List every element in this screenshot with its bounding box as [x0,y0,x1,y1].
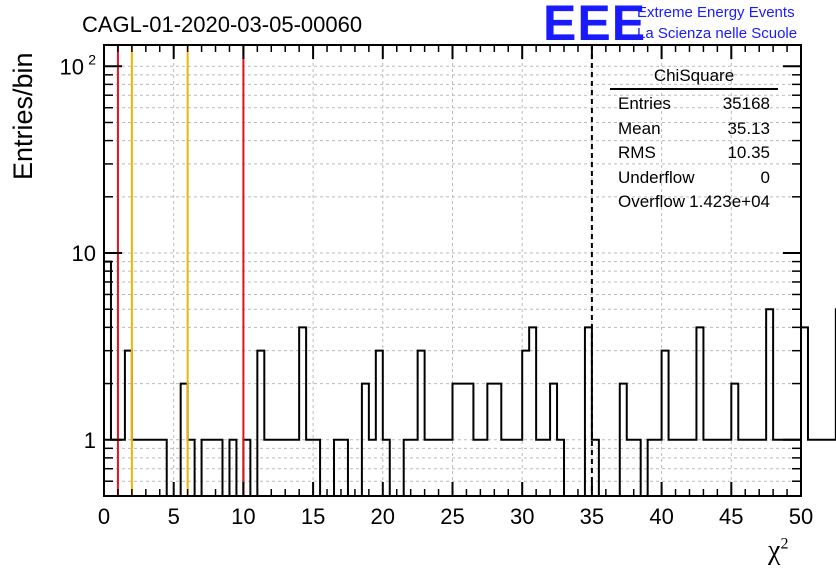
x-tick-label: 45 [719,504,743,529]
logo-text-line1: Extreme Energy Events [637,4,795,21]
y-tick-label: 10 [72,241,96,266]
x-tick-label: 20 [371,504,395,529]
x-tick-label: 15 [301,504,325,529]
stat-row-entries: Entries 35168 [610,94,778,119]
stats-title: ChiSquare [610,66,778,90]
stats-box: ChiSquare Entries 35168 Mean 35.13 RMS 1… [610,66,778,217]
stat-value: 35.13 [727,118,770,138]
x-tick-label: 50 [789,504,813,529]
chart-title: CAGL-01-2020-03-05-00060 [82,12,363,37]
stat-value: 10.35 [727,143,770,162]
stat-key: Overflow [618,192,686,211]
x-axis-label-text: χ [768,535,781,566]
stat-row-overflow: Overflow 1.423e+04 [610,192,778,217]
x-tick-label: 0 [98,504,110,529]
histogram-line [104,260,836,497]
stat-key: Mean [618,118,661,138]
y-tick-label-sup: 2 [88,51,96,67]
x-tick-label: 5 [168,504,180,529]
stat-key: RMS [618,143,656,162]
x-tick-label: 10 [231,504,255,529]
x-tick-label: 25 [440,504,464,529]
logo-text-line2: La Scienza nelle Scuole [637,25,798,42]
y-tick-label: 10 [60,54,84,79]
stat-value: 0 [760,167,770,187]
stat-key: Entries [618,94,671,113]
x-tick-label: 30 [510,504,534,529]
eee-logo-icon: EEE [543,0,647,51]
x-axis-label: χ2 [768,535,788,567]
y-axis-label: Entries/bin [8,52,38,180]
stat-row-mean: Mean 35.13 [610,119,778,144]
stat-row-underflow: Underflow 0 [610,168,778,193]
stat-value: 35168 [722,94,770,113]
stat-row-rms: RMS 10.35 [610,143,778,168]
y-tick-label: 1 [84,428,96,453]
stat-value: 1.423e+04 [689,192,770,211]
x-axis-label-sup: 2 [780,535,789,553]
x-tick-label: 35 [580,504,604,529]
stat-key: Underflow [618,167,695,187]
x-tick-label: 40 [649,504,673,529]
